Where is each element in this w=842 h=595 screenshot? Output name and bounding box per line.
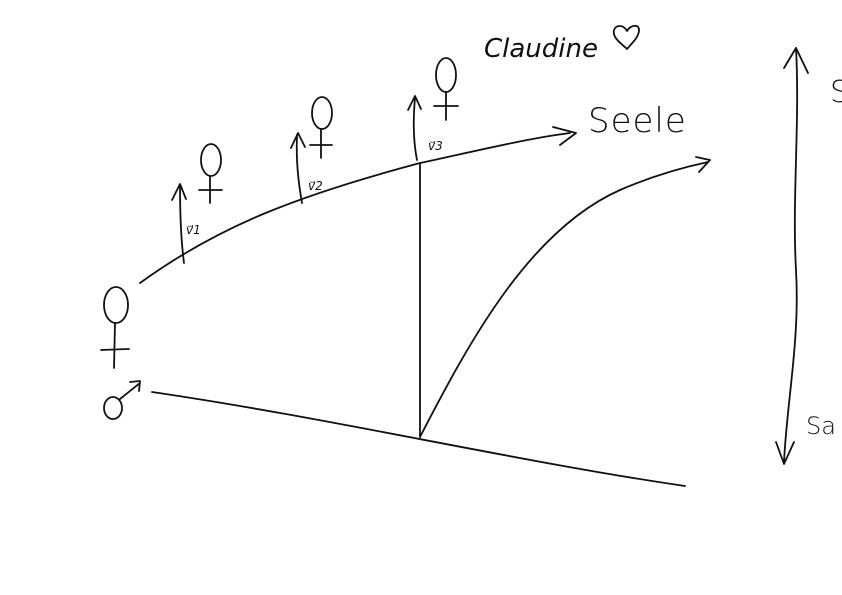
right-top-label: S bbox=[830, 75, 842, 110]
rising-curve bbox=[419, 161, 709, 438]
right-bottom-label: Sa bbox=[806, 412, 836, 440]
name-label: Claudine bbox=[484, 34, 598, 64]
vector-arrow-2-head bbox=[290, 132, 306, 149]
male-symbol-icon bbox=[103, 380, 141, 420]
seele-label: Seele bbox=[588, 101, 687, 141]
rising-curve-arrowhead bbox=[695, 156, 711, 173]
vector-arrow-1 bbox=[179, 185, 185, 264]
vector-arrow-3 bbox=[412, 97, 418, 161]
heart-icon bbox=[612, 24, 640, 50]
seele-curve bbox=[139, 132, 571, 284]
vector-label-2: v⃗2 bbox=[308, 179, 323, 193]
right-arrow-head-top bbox=[783, 47, 809, 74]
female-symbol-icon bbox=[198, 143, 223, 204]
right-arrow-head-bottom bbox=[775, 441, 795, 465]
vector-arrow-1-head bbox=[171, 183, 187, 201]
female-symbol-icon bbox=[309, 96, 333, 159]
vector-label-3: v⃗3 bbox=[428, 139, 443, 153]
seele-arrowhead bbox=[552, 126, 577, 146]
vector-arrow-3-head bbox=[407, 95, 422, 111]
female-symbol-icon bbox=[433, 57, 459, 121]
female-symbol-icon bbox=[100, 286, 130, 369]
vector-arrow-2 bbox=[295, 134, 303, 204]
lower-line bbox=[151, 391, 686, 487]
vector-label-1: v⃗1 bbox=[186, 223, 201, 237]
right-vertical-arrow bbox=[783, 47, 799, 463]
